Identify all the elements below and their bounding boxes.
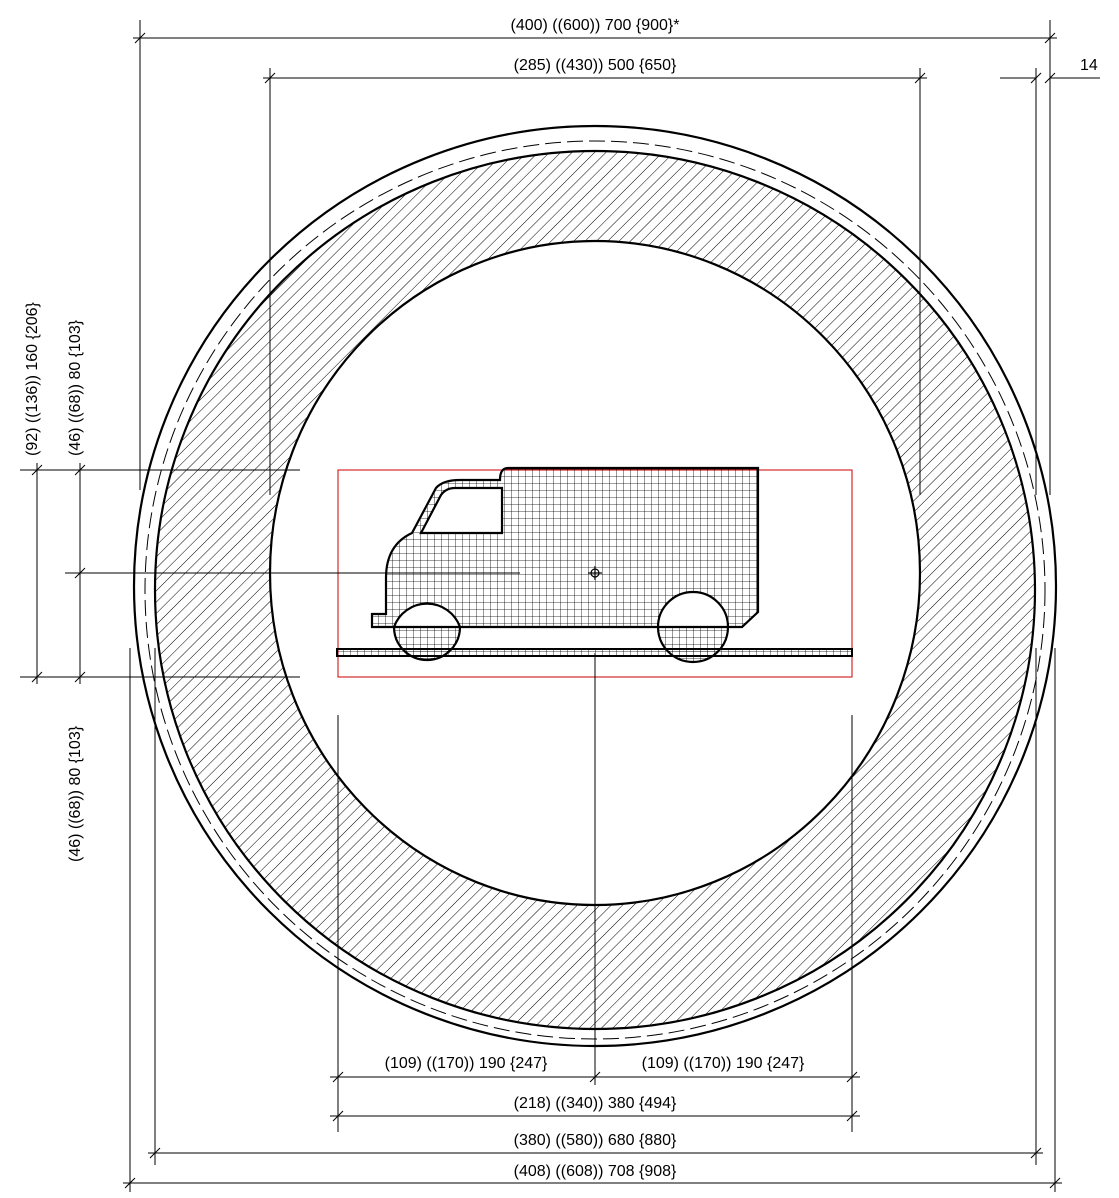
dimension-bottom-ring-label: (380) ((580)) 680 {880} (514, 1132, 677, 1149)
dimension-bottom-overall-label: (408) ((608)) 708 {908} (514, 1163, 677, 1180)
dimension-top-outer-label: (400) ((600)) 700 {900}* (511, 17, 680, 34)
dimension-edge-width: 14 (1000, 57, 1100, 495)
dimension-top-inner: (285) ((430)) 500 {650} (263, 57, 927, 495)
truck-windshield (419, 486, 504, 535)
dimension-bottom-overall: (408) ((608)) 708 {908} (123, 1163, 1062, 1189)
dimension-left-total-label: (92) ((136)) 160 {206} (24, 301, 41, 456)
truck-symbol (65, 466, 853, 678)
dimension-left-lower-label: (46) ((68)) 80 {103} (67, 725, 84, 862)
symbol-center-mark (588, 566, 602, 580)
dimension-bottom-symbol-label: (218) ((340)) 380 {494} (514, 1095, 677, 1112)
truck-wheel-front (392, 625, 462, 662)
dimension-left-upper-label: (46) ((68)) 80 {103} (67, 319, 84, 456)
dimension-top-inner-label: (285) ((430)) 500 {650} (514, 57, 677, 74)
dimension-bottom-right-half-label: (109) ((170)) 190 {247} (642, 1055, 805, 1072)
dimension-bottom-left-half-label: (109) ((170)) 190 {247} (385, 1055, 548, 1072)
truck-wheel-rear (656, 625, 730, 664)
bottom-extension-lines (129, 648, 1056, 1192)
dimension-bottom-symbol: (218) ((340)) 380 {494} (330, 1095, 860, 1122)
dimension-edge-width-label: 14 (1080, 57, 1098, 74)
dimension-left: (92) ((136)) 160 {206} (46) ((68)) 80 {1… (20, 301, 300, 862)
dimension-bottom-ring: (380) ((580)) 680 {880} (148, 1132, 1043, 1159)
dimension-bottom-halves: (109) ((170)) 190 {247} (109) ((170)) 19… (330, 1055, 860, 1083)
